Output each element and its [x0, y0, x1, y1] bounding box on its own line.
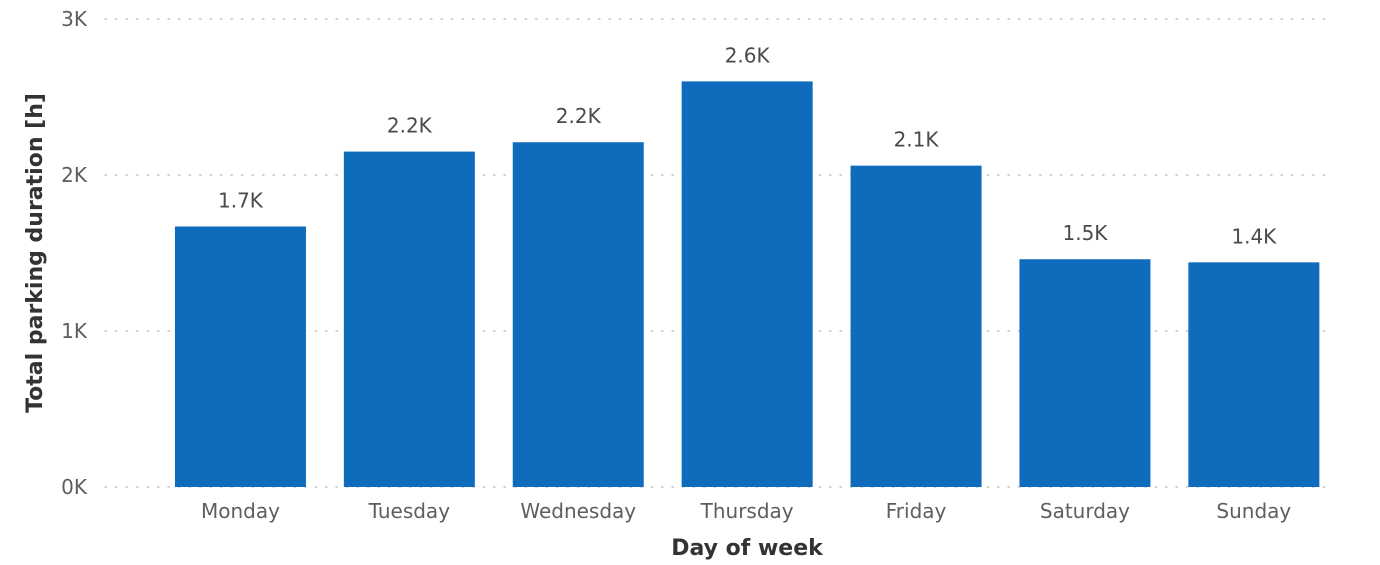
x-tick-label: Wednesday — [520, 499, 636, 523]
bar[interactable] — [1019, 259, 1151, 487]
data-label: 2.1K — [894, 128, 940, 152]
x-tick-label: Saturday — [1040, 499, 1130, 523]
data-labels: 1.7K 2.2K 2.2K 2.6K 2.1K 1.5K 1.4K — [218, 43, 1277, 248]
x-tick-label: Sunday — [1216, 499, 1291, 523]
data-label: 1.7K — [218, 188, 264, 212]
bar[interactable] — [681, 81, 813, 488]
x-tick-label: Thursday — [700, 499, 794, 523]
bars — [174, 81, 1320, 488]
bar[interactable] — [850, 165, 982, 487]
x-axis-title: Day of week — [671, 536, 824, 561]
y-tick-label: 1K — [61, 319, 88, 343]
bar[interactable] — [343, 151, 475, 487]
y-axis-title: Total parking duration [h] — [23, 93, 48, 413]
x-tick-label: Tuesday — [368, 499, 451, 523]
y-tick-label: 3K — [61, 7, 88, 31]
data-label: 2.2K — [387, 114, 433, 138]
x-tick-label: Friday — [886, 499, 947, 523]
x-axis-ticks: Monday Tuesday Wednesday Thursday Friday Satu… — [201, 499, 1291, 523]
data-label: 1.5K — [1062, 221, 1108, 245]
bar[interactable] — [512, 142, 644, 488]
bar[interactable] — [1188, 262, 1320, 487]
y-tick-label: 0K — [61, 475, 88, 499]
y-tick-label: 2K — [61, 163, 88, 187]
data-label: 2.2K — [556, 104, 602, 128]
data-label: 2.6K — [725, 43, 771, 67]
x-tick-label: Monday — [201, 499, 280, 523]
bar[interactable] — [174, 226, 306, 488]
data-label: 1.4K — [1231, 224, 1277, 248]
y-axis-ticks: 0K 1K 2K 3K — [61, 7, 88, 499]
